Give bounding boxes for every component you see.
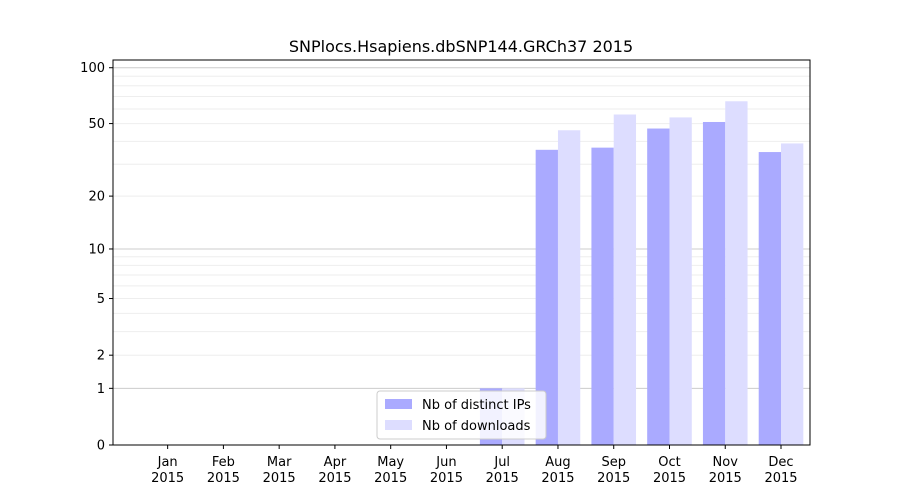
legend: Nb of distinct IPs Nb of downloads [376, 390, 547, 440]
legend-swatch [385, 420, 412, 430]
x-tick-label-month: Jul [493, 455, 510, 470]
bar-sep-downloads [613, 114, 637, 445]
bar-oct-distinct-ips [647, 128, 670, 445]
bar-nov-downloads [725, 101, 748, 446]
legend-label: Nb of downloads [422, 419, 531, 434]
y-tick-label: 20 [88, 190, 105, 205]
x-tick-label-month: Oct [658, 455, 680, 470]
x-tick-label-year: 2015 [486, 471, 519, 486]
x-tick-label-month: Feb [212, 455, 235, 470]
y-tick-label: 1 [97, 382, 105, 397]
bar-sep-distinct-ips [591, 147, 614, 445]
legend-box [376, 390, 547, 440]
y-tick-label: 0 [97, 439, 105, 454]
bar-oct-downloads [669, 117, 692, 446]
x-tick-label-month: Mar [267, 455, 292, 470]
x-tick-label-month: Apr [324, 455, 347, 470]
y-tick-label: 2 [97, 349, 105, 364]
x-tick-label-month: Jan [157, 455, 178, 470]
bar-aug-distinct-ips [535, 149, 558, 445]
x-tick-label-year: 2015 [764, 471, 797, 486]
x-tick-label-month: Jun [435, 455, 456, 470]
x-tick-label-year: 2015 [374, 471, 407, 486]
y-tick-label: 50 [88, 117, 105, 132]
x-tick-label-year: 2015 [541, 471, 574, 486]
x-tick-label-year: 2015 [430, 471, 463, 486]
x-tick-label-year: 2015 [207, 471, 240, 486]
x-tick-label-year: 2015 [151, 471, 184, 486]
x-tick-label-year: 2015 [318, 471, 351, 486]
x-tick-label-month: Sep [601, 455, 626, 470]
x-tick-label-month: Dec [768, 455, 793, 470]
plot-frame [112, 59, 811, 446]
chart-title: SNPlocs.Hsapiens.dbSNP144.GRCh37 2015 [289, 37, 633, 56]
grid-layer [113, 67, 810, 389]
legend-label: Nb of distinct IPs [422, 398, 531, 413]
y-tick-label: 100 [80, 61, 105, 76]
x-tick-label-month: Aug [545, 455, 570, 470]
y-tick-label: 5 [97, 292, 105, 307]
bar-nov-distinct-ips [702, 121, 726, 445]
x-tick-label-month: Nov [713, 455, 739, 470]
ticks-layer: 0125102050100Jan2015Feb2015Mar2015Apr201… [80, 61, 797, 486]
y-tick-label: 10 [88, 242, 105, 257]
x-tick-label-year: 2015 [653, 471, 686, 486]
x-tick-label-year: 2015 [709, 471, 742, 486]
bar-dec-downloads [781, 143, 804, 445]
x-tick-label-year: 2015 [597, 471, 630, 486]
bar-dec-distinct-ips [758, 152, 782, 445]
x-tick-label-month: May [377, 455, 404, 470]
bar-aug-downloads [557, 130, 581, 445]
x-tick-label-year: 2015 [263, 471, 296, 486]
legend-swatch [385, 399, 412, 409]
